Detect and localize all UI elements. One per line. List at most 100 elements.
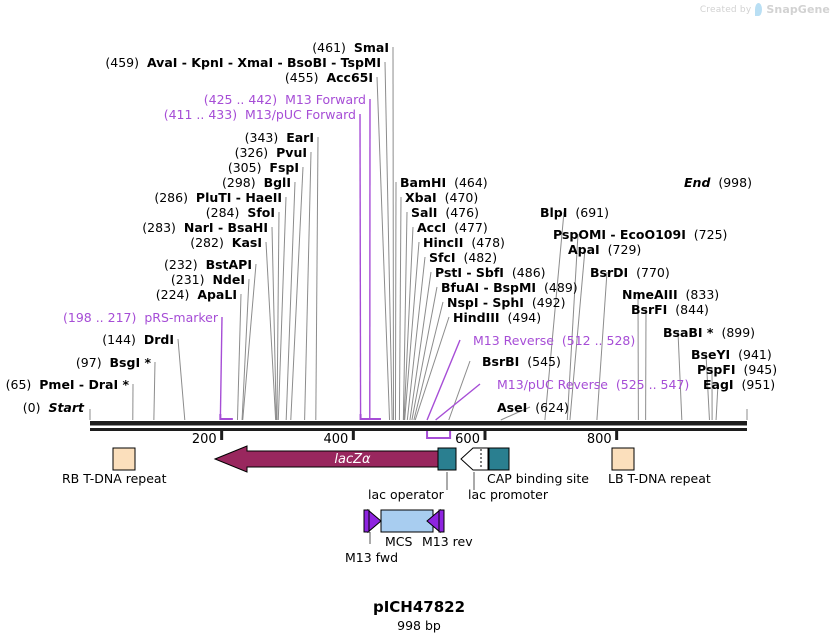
- enzyme-leader-line-486: [409, 271, 432, 421]
- enzyme-leader-line-941: [705, 353, 710, 421]
- site-label-pspomi-ecoo109i[interactable]: PspOMI - EcoO109I (725): [553, 228, 727, 241]
- site-label-m13-puc-forward[interactable]: (411 .. 433) M13/pUC Forward: [164, 108, 356, 121]
- site-position: (425 .. 442): [203, 92, 278, 107]
- enzyme-leader-line-284: [276, 211, 280, 421]
- site-label-end[interactable]: End (998): [684, 176, 752, 189]
- site-label-start[interactable]: (0) Start: [23, 401, 84, 414]
- site-label-bseyi[interactable]: BseYI (941): [691, 348, 772, 361]
- site-label-fspi[interactable]: (305) FspI: [228, 161, 299, 174]
- site-label-acc65i[interactable]: (455) Acc65I: [285, 71, 373, 84]
- site-label-apai[interactable]: ApaI (729): [568, 243, 641, 256]
- site-label-nmeaiii[interactable]: NmeAIII (833): [622, 288, 719, 301]
- feature-cap-binding-site: [488, 447, 510, 471]
- enzyme-leader-line-464: [394, 181, 397, 421]
- site-name: AccI: [417, 220, 447, 235]
- site-label-bsrfi[interactable]: BsrFI (844): [631, 303, 709, 316]
- site-label-psti-sbfi[interactable]: PstI - SbfI (486): [435, 266, 546, 279]
- site-label-m13-reverse[interactable]: M13 Reverse (512 .. 528): [473, 334, 635, 347]
- site-position: (326): [234, 145, 269, 160]
- m13-fwd-arrow: [367, 508, 382, 534]
- site-name: BsrFI: [631, 302, 668, 317]
- enzyme-leader-line-282: [265, 241, 277, 421]
- site-label-bfuai-bspmi[interactable]: BfuAI - BspMI (489): [441, 281, 578, 294]
- site-label-bamhi[interactable]: BamHI (464): [400, 176, 488, 189]
- site-name: BsgI *: [109, 355, 151, 370]
- site-position: (0): [22, 400, 41, 415]
- site-name: EagI: [703, 377, 734, 392]
- site-name: NspI - SphI: [447, 295, 524, 310]
- site-label-eari[interactable]: (343) EarI: [245, 131, 314, 144]
- site-label-nari-bsahi[interactable]: (283) NarI - BsaHI: [142, 221, 268, 234]
- site-position: (464): [454, 175, 488, 190]
- site-label-bgli[interactable]: (298) BglI: [222, 176, 291, 189]
- site-position: (461): [312, 40, 346, 55]
- site-name: M13/pUC Reverse: [497, 377, 608, 392]
- site-label-blpi[interactable]: BlpI (691): [540, 206, 609, 219]
- legend-rb-tdna-repeat: RB T-DNA repeat: [62, 471, 167, 486]
- site-label-smai[interactable]: (461) SmaI: [312, 41, 389, 54]
- site-position: (411 .. 433): [163, 107, 238, 122]
- legend-lb-tdna-repeat: LB T-DNA repeat: [608, 471, 711, 486]
- site-label-prs-marker[interactable]: (198 .. 217) pRS-marker: [63, 311, 218, 324]
- site-name: NdeI: [212, 272, 245, 287]
- site-label-pspfi[interactable]: PspFI (945): [697, 363, 777, 376]
- legend-cap-binding-site: CAP binding site: [487, 471, 589, 486]
- plasmid-length: 998 bp: [397, 618, 441, 633]
- site-name: BlpI: [540, 205, 568, 220]
- site-name: NarI - BsaHI: [183, 220, 268, 235]
- site-label-bsabi[interactable]: BsaBI * (899): [663, 326, 755, 339]
- site-position: (231): [170, 272, 205, 287]
- site-name: KasI: [231, 235, 262, 250]
- site-position: (494): [507, 310, 542, 325]
- site-label-sfci[interactable]: SfcI (482): [429, 251, 497, 264]
- site-label-eagi[interactable]: EagI (951): [703, 378, 775, 391]
- primer-leader-line-411: [359, 113, 362, 421]
- enzyme-leader-line-144: [177, 338, 186, 421]
- primer-leader-line-198: [219, 316, 223, 421]
- site-name: BsaBI *: [663, 325, 714, 340]
- site-position: (489): [544, 280, 578, 295]
- site-label-acci[interactable]: AccI (477): [417, 221, 488, 234]
- site-label-m13-puc-reverse[interactable]: M13/pUC Reverse (525 .. 547): [497, 378, 689, 391]
- enzyme-leader-line-455: [376, 76, 391, 421]
- site-label-hindiii[interactable]: HindIII (494): [453, 311, 541, 324]
- site-label-xbai[interactable]: XbaI (470): [405, 191, 478, 204]
- site-label-pmei-drai[interactable]: (65) PmeI - DraI *: [6, 378, 129, 391]
- site-position: (224): [155, 287, 190, 302]
- site-label-pvui[interactable]: (326) PvuI: [235, 146, 307, 159]
- m13-rev-tail: [438, 509, 445, 533]
- site-name: SalI: [411, 205, 438, 220]
- site-label-drdi[interactable]: (144) DrdI: [102, 333, 174, 346]
- site-label-ndei[interactable]: (231) NdeI: [171, 273, 245, 286]
- legend-lac-operator: lac operator: [368, 487, 444, 502]
- site-label-kasi[interactable]: (282) KasI: [190, 236, 262, 249]
- site-label-nspi-sphi[interactable]: NspI - SphI (492): [447, 296, 565, 309]
- site-label-bstapi[interactable]: (232) BstAPI: [164, 258, 252, 271]
- enzyme-leader-line-478: [404, 241, 420, 421]
- site-name: BglI: [263, 175, 291, 190]
- site-label-apali[interactable]: (224) ApaLI: [156, 288, 237, 301]
- site-position: (833): [685, 287, 720, 302]
- legend-mcs: MCS: [385, 534, 413, 549]
- site-label-asei[interactable]: AseI (624): [497, 401, 569, 414]
- site-name: PvuI: [276, 145, 307, 160]
- site-label-bsrbi[interactable]: BsrBI (545): [482, 355, 561, 368]
- site-name: DrdI: [143, 332, 174, 347]
- site-position: (482): [463, 250, 498, 265]
- site-label-avai-kpni-xmai-bsobi-tspmi[interactable]: (459) AvaI - KpnI - XmaI - BsoBI - TspMI: [105, 56, 381, 69]
- enzyme-leader-line-476: [402, 211, 408, 421]
- site-label-bsrdi[interactable]: BsrDI (770): [590, 266, 670, 279]
- legend-m13-fwd: M13 fwd: [345, 550, 399, 565]
- site-label-pluti-haeii[interactable]: (286) PluTI - HaeII: [154, 191, 282, 204]
- site-position: (525 .. 547): [615, 377, 690, 392]
- site-label-sali[interactable]: SalI (476): [411, 206, 479, 219]
- site-position: (951): [741, 377, 776, 392]
- site-position: (492): [531, 295, 566, 310]
- watermark-created-by-text: Created by: [699, 4, 752, 15]
- site-label-sfoi[interactable]: (284) SfoI: [206, 206, 275, 219]
- feature-label-lacz-alpha: lacZα: [334, 452, 371, 467]
- site-label-hincii[interactable]: HincII (478): [423, 236, 505, 249]
- site-label-bsgi[interactable]: (97) BsgI *: [76, 356, 151, 369]
- site-label-m13-forward[interactable]: (425 .. 442) M13 Forward: [204, 93, 366, 106]
- enzyme-leader-line-459: [384, 61, 393, 421]
